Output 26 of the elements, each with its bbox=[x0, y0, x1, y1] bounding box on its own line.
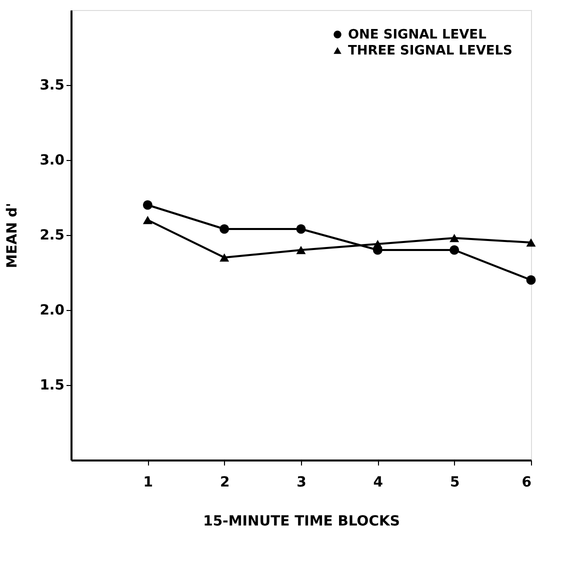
x-tick-label: 6 bbox=[522, 474, 532, 490]
y-tick-label: 3.5 bbox=[40, 78, 64, 94]
x-tick-label: 3 bbox=[296, 474, 306, 490]
point bbox=[296, 224, 306, 234]
y-tick-label: 1.5 bbox=[40, 378, 64, 394]
y-tick-label: 3.0 bbox=[40, 152, 65, 168]
x-tick-label: 1 bbox=[143, 474, 154, 490]
point bbox=[450, 234, 460, 242]
point bbox=[526, 275, 536, 285]
point bbox=[296, 246, 306, 254]
legend-label: THREE SIGNAL LEVELS bbox=[348, 44, 512, 58]
y-tick-label: 2.0 bbox=[40, 302, 65, 318]
x-tick-label: 5 bbox=[450, 474, 460, 490]
point bbox=[142, 200, 152, 210]
x-tick-label: 4 bbox=[373, 474, 384, 490]
point bbox=[526, 238, 536, 247]
point bbox=[142, 216, 152, 224]
point bbox=[450, 245, 460, 255]
legend-label: ONE SIGNAL LEVEL bbox=[348, 28, 486, 42]
point bbox=[220, 224, 230, 234]
y-tick-label: 2.5 bbox=[40, 228, 64, 244]
point bbox=[220, 253, 230, 262]
point bbox=[372, 240, 382, 248]
y-axis-title: MEAN d' bbox=[4, 202, 21, 268]
x-axis-title: 15-MINUTE TIME BLOCKS bbox=[203, 514, 400, 530]
x-tick-label: 2 bbox=[220, 474, 230, 490]
